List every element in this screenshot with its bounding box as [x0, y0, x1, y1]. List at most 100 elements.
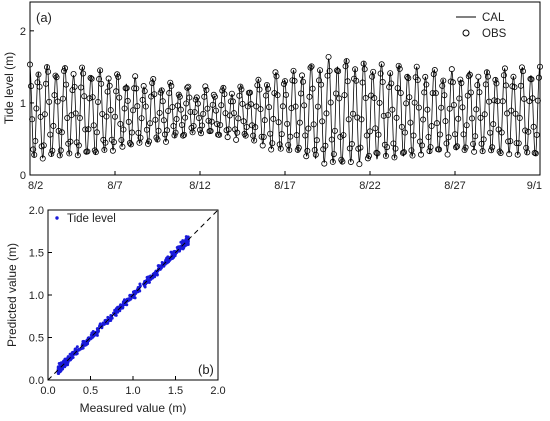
tide-level-point	[169, 250, 173, 254]
obs-point	[453, 144, 460, 151]
obs-point	[168, 82, 175, 89]
obs-point	[211, 93, 218, 100]
obs-point	[152, 116, 159, 123]
tide-level-point	[150, 275, 154, 279]
obs-point	[120, 126, 127, 133]
obs-point	[326, 67, 333, 74]
tide-level-point	[180, 245, 184, 249]
panel-b-x-tick-label: 2.0	[210, 385, 225, 397]
obs-point	[145, 138, 152, 145]
obs-point	[497, 149, 504, 156]
obs-point	[517, 82, 524, 89]
panel-b-y-tick-label: 2.0	[29, 205, 44, 217]
obs-point	[185, 83, 192, 90]
obs-point	[438, 104, 445, 111]
obs-point	[504, 110, 511, 117]
obs-point	[99, 110, 106, 117]
obs-point	[150, 76, 157, 83]
obs-point	[284, 120, 291, 127]
obs-point	[193, 94, 200, 101]
tide-level-point	[106, 315, 110, 319]
obs-point	[105, 75, 112, 82]
obs-point	[123, 85, 130, 92]
tide-level-point	[155, 273, 159, 277]
obs-point	[482, 81, 489, 88]
obs-point	[221, 91, 228, 98]
obs-point	[313, 137, 320, 144]
obs-point	[505, 138, 512, 145]
obs-point	[135, 129, 142, 136]
obs-point	[220, 84, 227, 91]
obs-point	[308, 63, 315, 70]
obs-point	[112, 113, 119, 120]
panel-b-y-tick-label: 0.0	[29, 375, 44, 387]
obs-point	[195, 115, 202, 122]
obs-point	[139, 96, 146, 103]
obs-point	[449, 79, 456, 86]
obs-point	[500, 72, 507, 79]
panel-b: (b) Measured value (m) Predicted value (…	[5, 205, 226, 415]
obs-point	[207, 128, 214, 135]
obs-point	[138, 115, 145, 122]
obs-point	[236, 92, 243, 99]
obs-point	[209, 101, 216, 108]
panel-b-x-axis-title: Measured value (m)	[80, 401, 187, 415]
obs-point	[233, 136, 240, 143]
obs-point	[302, 132, 309, 139]
obs-point	[351, 75, 358, 82]
obs-point	[445, 134, 452, 141]
tide-level-point	[142, 284, 146, 288]
tide-level-point	[158, 265, 162, 269]
obs-point	[89, 94, 96, 101]
obs-point	[455, 115, 462, 122]
tide-level-point	[66, 361, 70, 365]
obs-point	[507, 138, 514, 145]
panel-b-label: (b)	[198, 362, 214, 377]
obs-point	[79, 64, 86, 71]
obs-point	[451, 131, 458, 138]
obs-point	[352, 66, 359, 73]
obs-point	[362, 95, 369, 102]
panel-b-x-tick-label: 0.0	[40, 385, 55, 397]
obs-point	[76, 115, 83, 122]
tide-level-point	[115, 308, 119, 312]
obs-point	[334, 67, 341, 74]
obs-point	[467, 89, 474, 96]
obs-point	[88, 75, 95, 82]
obs-point	[379, 79, 386, 86]
obs-point	[385, 112, 392, 119]
obs-point	[331, 127, 338, 134]
obs-point	[340, 132, 347, 139]
tide-level-point	[177, 245, 181, 249]
obs-point	[496, 148, 503, 155]
obs-point	[323, 110, 330, 117]
obs-point	[480, 136, 487, 143]
obs-point	[360, 60, 367, 67]
obs-point	[276, 141, 283, 148]
obs-point	[101, 146, 108, 153]
panel-a: (a) Tide level (m) 8/2 8/7 8/12 8/17 8/22 8/2…	[2, 1, 544, 192]
panel-a-x-tick-label: 8/22	[359, 180, 380, 192]
obs-point	[448, 66, 455, 73]
obs-point	[65, 140, 72, 147]
obs-point	[499, 98, 506, 105]
obs-point	[397, 89, 404, 96]
obs-point	[471, 148, 478, 155]
obs-point	[322, 142, 329, 149]
obs-point	[106, 82, 113, 89]
obs-point	[95, 98, 102, 105]
obs-point	[409, 152, 416, 159]
obs-point	[291, 77, 298, 84]
obs-point	[37, 113, 44, 120]
obs-point	[263, 82, 270, 89]
obs-point	[533, 131, 540, 138]
obs-point	[162, 138, 169, 145]
obs-point	[347, 158, 354, 165]
obs-point	[440, 77, 447, 84]
obs-point	[431, 67, 438, 74]
obs-point	[39, 155, 46, 162]
obs-point	[300, 78, 307, 85]
obs-point	[387, 70, 394, 77]
obs-point	[363, 132, 370, 139]
obs-point	[343, 58, 350, 65]
